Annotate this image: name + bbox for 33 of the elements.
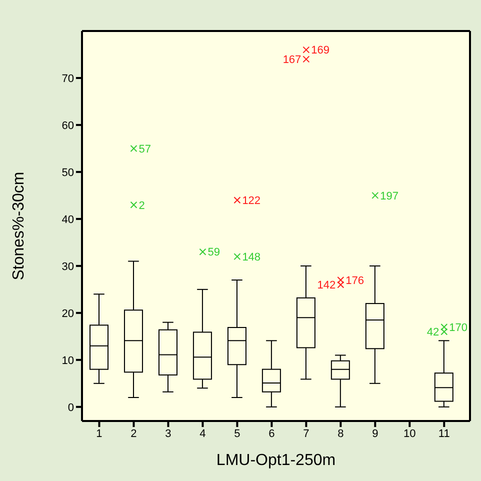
annotation: 122	[242, 195, 261, 208]
annotation: 167	[282, 54, 302, 66]
x-tick-label: 5	[234, 428, 240, 440]
x-tick-label: 8	[338, 428, 344, 440]
x-tick-label: 9	[372, 428, 378, 440]
annotation: 2	[138, 200, 145, 212]
annotation: 176	[346, 274, 364, 287]
y-tick-label: 0	[68, 402, 74, 414]
annotation: 59	[208, 246, 220, 259]
y-tick-label: 50	[62, 166, 74, 179]
x-tick-label: 6	[268, 428, 275, 440]
y-tick-label: 40	[62, 214, 74, 226]
y-tick-label: 60	[62, 120, 74, 132]
y-axis-title: Stones%-30cm	[10, 172, 28, 280]
y-tick-label: 70	[62, 72, 74, 85]
annotation: 148	[242, 251, 261, 264]
x-tick-label: 7	[303, 428, 310, 440]
x-tick-label: 1	[96, 428, 102, 440]
annotation: 142	[317, 280, 336, 292]
y-tick-label: 10	[62, 354, 74, 367]
x-tick-label: 10	[404, 428, 416, 440]
annotation: 42	[426, 326, 440, 339]
annotation: 57	[138, 143, 151, 156]
x-tick-label: 3	[165, 428, 172, 440]
annotation: 197	[380, 190, 399, 202]
y-tick-label: 30	[62, 260, 74, 273]
x-tick-label: 4	[200, 428, 206, 440]
x-axis-title: LMU-Opt1-250m	[216, 452, 336, 469]
annotation: 170	[449, 322, 468, 334]
annotation: 169	[311, 44, 330, 57]
x-tick-label: 11	[438, 428, 450, 440]
x-tick-label: 2	[130, 428, 137, 440]
y-tick-label: 20	[62, 308, 74, 320]
